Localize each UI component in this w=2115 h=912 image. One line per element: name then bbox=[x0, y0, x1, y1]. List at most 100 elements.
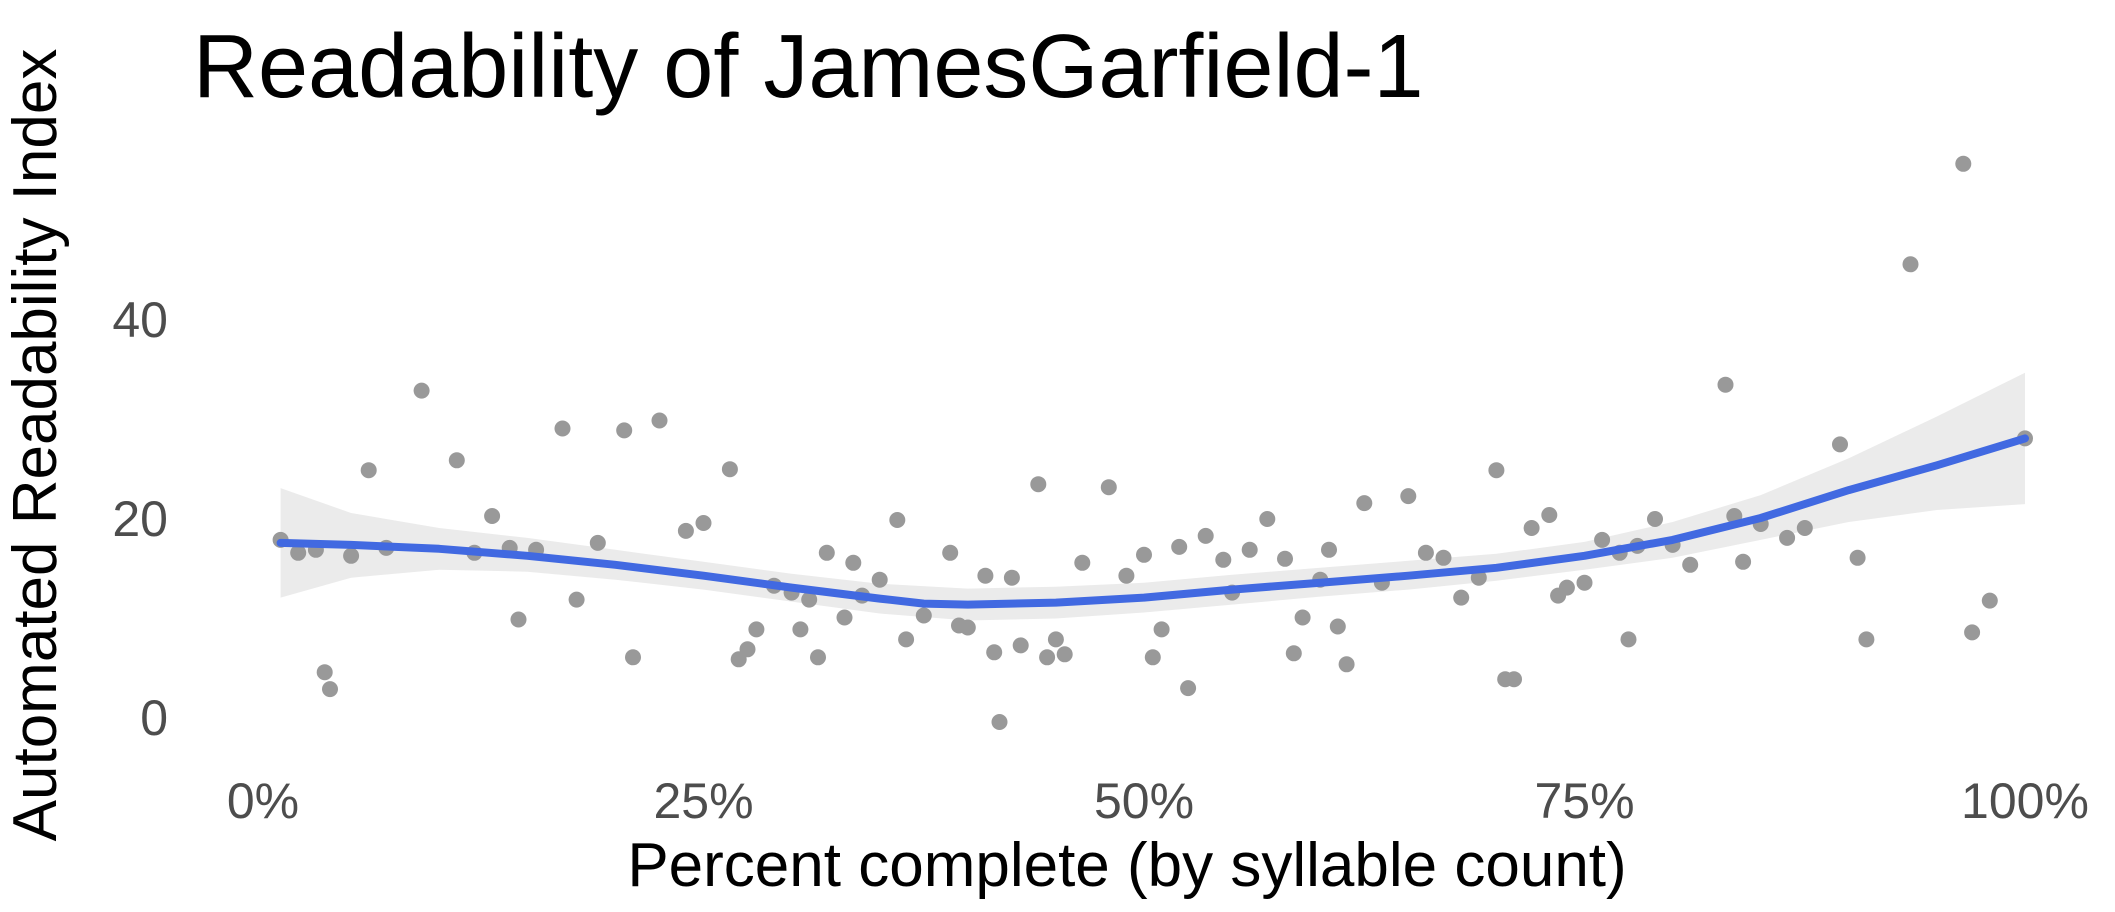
x-tick-label-0: 0% bbox=[227, 773, 299, 829]
data-point-42 bbox=[959, 619, 976, 636]
data-point-4 bbox=[322, 681, 338, 698]
data-point-91 bbox=[1647, 511, 1663, 527]
data-point-19 bbox=[625, 649, 641, 666]
data-point-89 bbox=[1620, 631, 1637, 648]
data-point-51 bbox=[1056, 646, 1073, 663]
data-point-71 bbox=[1338, 656, 1355, 673]
data-point-38 bbox=[898, 631, 915, 648]
data-point-81 bbox=[1506, 671, 1522, 688]
data-point-6 bbox=[360, 462, 377, 479]
data-point-50 bbox=[1047, 631, 1064, 648]
data-points bbox=[272, 155, 2033, 730]
data-point-63 bbox=[1241, 541, 1258, 558]
x-tick-label-25: 25% bbox=[653, 773, 753, 829]
data-point-79 bbox=[1488, 462, 1505, 479]
data-point-94 bbox=[1717, 376, 1734, 393]
data-point-18 bbox=[616, 422, 633, 439]
data-point-75 bbox=[1417, 544, 1434, 561]
data-point-69 bbox=[1321, 541, 1337, 558]
data-point-61 bbox=[1215, 551, 1232, 568]
data-point-57 bbox=[1153, 621, 1170, 638]
data-point-21 bbox=[677, 522, 694, 539]
data-point-20 bbox=[651, 412, 668, 429]
data-point-3 bbox=[316, 664, 333, 681]
data-point-37 bbox=[889, 512, 906, 528]
confidence-band bbox=[280, 372, 2026, 621]
data-point-72 bbox=[1356, 495, 1373, 512]
data-point-106 bbox=[1981, 592, 1998, 609]
data-point-52 bbox=[1074, 554, 1091, 571]
data-point-29 bbox=[792, 621, 809, 638]
data-point-82 bbox=[1523, 520, 1540, 536]
data-point-26 bbox=[748, 621, 765, 638]
data-point-9 bbox=[448, 452, 465, 469]
data-point-67 bbox=[1294, 609, 1311, 626]
data-point-65 bbox=[1277, 550, 1293, 567]
data-point-8 bbox=[413, 382, 430, 399]
data-point-74 bbox=[1400, 488, 1417, 505]
data-point-96 bbox=[1735, 553, 1752, 570]
x-tick-label-50: 50% bbox=[1094, 773, 1194, 829]
data-point-45 bbox=[991, 714, 1008, 730]
data-point-46 bbox=[1003, 569, 1020, 586]
data-point-5 bbox=[343, 547, 360, 564]
data-point-86 bbox=[1576, 574, 1593, 591]
data-point-85 bbox=[1558, 579, 1575, 596]
data-point-43 bbox=[977, 567, 994, 584]
data-point-70 bbox=[1329, 618, 1346, 635]
data-point-98 bbox=[1779, 529, 1796, 546]
confidence-band-area bbox=[280, 372, 2026, 621]
data-point-53 bbox=[1100, 479, 1117, 496]
y-tick-label-0: 0 bbox=[140, 690, 168, 746]
data-point-55 bbox=[1136, 546, 1152, 563]
data-point-47 bbox=[1012, 637, 1029, 654]
data-point-17 bbox=[589, 534, 606, 551]
y-axis-label: Automated Readability Index bbox=[1, 49, 70, 842]
data-point-39 bbox=[915, 607, 932, 624]
data-point-34 bbox=[845, 554, 862, 571]
data-point-13 bbox=[510, 611, 527, 628]
x-axis-label: Percent complete (by syllable count) bbox=[627, 831, 1626, 900]
data-point-36 bbox=[871, 571, 888, 588]
data-point-15 bbox=[554, 420, 571, 437]
data-point-23 bbox=[721, 461, 738, 478]
chart-title: Readability of JamesGarfield-1 bbox=[193, 17, 1424, 117]
data-point-104 bbox=[1955, 155, 1972, 172]
data-point-22 bbox=[695, 515, 712, 531]
data-point-48 bbox=[1030, 476, 1047, 493]
data-point-33 bbox=[836, 609, 853, 626]
data-point-44 bbox=[986, 644, 1003, 661]
data-point-105 bbox=[1964, 624, 1981, 641]
data-point-102 bbox=[1858, 631, 1875, 648]
data-point-56 bbox=[1144, 649, 1161, 666]
y-tick-label-20: 20 bbox=[112, 491, 168, 547]
data-point-25 bbox=[739, 641, 756, 658]
data-point-59 bbox=[1180, 680, 1197, 697]
data-point-101 bbox=[1849, 549, 1866, 566]
data-point-64 bbox=[1259, 511, 1276, 527]
y-axis-tick-labels: 0 20 40 bbox=[112, 292, 168, 746]
data-point-1 bbox=[290, 544, 307, 561]
y-tick-label-40: 40 bbox=[112, 292, 168, 348]
data-point-99 bbox=[1796, 520, 1813, 536]
data-point-54 bbox=[1118, 567, 1135, 584]
data-point-103 bbox=[1902, 256, 1919, 273]
data-point-60 bbox=[1197, 527, 1214, 544]
data-point-66 bbox=[1285, 645, 1302, 662]
data-point-31 bbox=[810, 649, 826, 666]
data-point-58 bbox=[1171, 538, 1188, 555]
data-point-40 bbox=[942, 544, 959, 561]
x-tick-label-100: 100% bbox=[1961, 773, 2089, 829]
data-point-87 bbox=[1594, 531, 1611, 548]
smooth-trend-line bbox=[276, 434, 2029, 609]
data-point-93 bbox=[1682, 556, 1699, 573]
data-point-83 bbox=[1541, 507, 1558, 523]
x-tick-label-75: 75% bbox=[1534, 773, 1634, 829]
data-point-49 bbox=[1039, 649, 1056, 666]
data-point-100 bbox=[1832, 436, 1848, 453]
data-point-30 bbox=[801, 591, 818, 608]
data-point-16 bbox=[568, 591, 585, 608]
data-point-11 bbox=[484, 508, 501, 524]
data-point-76 bbox=[1435, 549, 1452, 566]
